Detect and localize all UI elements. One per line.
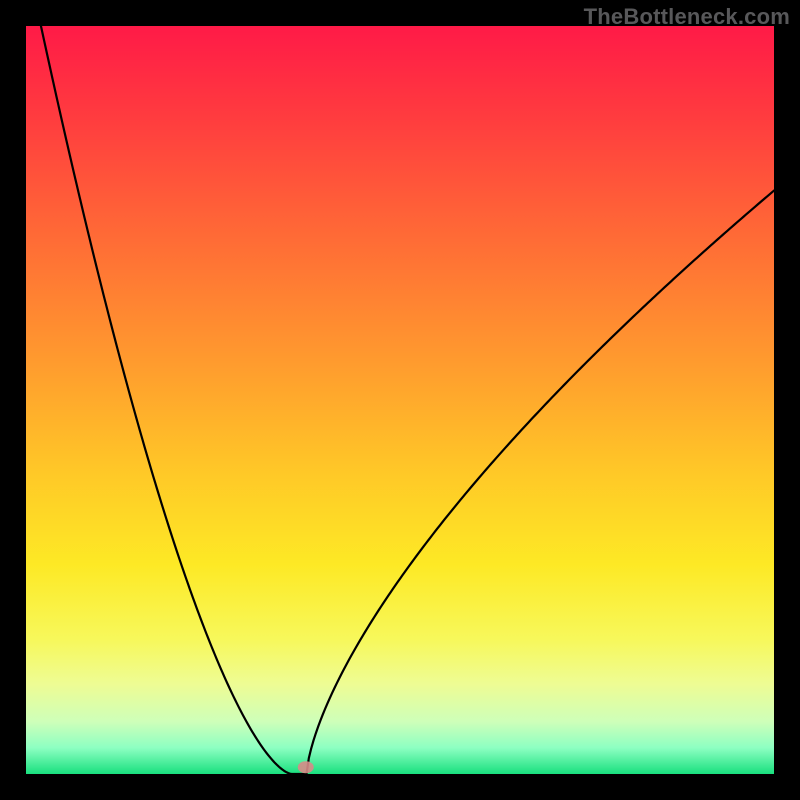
apex-marker	[298, 761, 314, 773]
chart-container: TheBottleneck.com	[0, 0, 800, 800]
watermark-text: TheBottleneck.com	[584, 4, 790, 30]
plot-background	[26, 26, 774, 774]
bottleneck-chart	[0, 0, 800, 800]
